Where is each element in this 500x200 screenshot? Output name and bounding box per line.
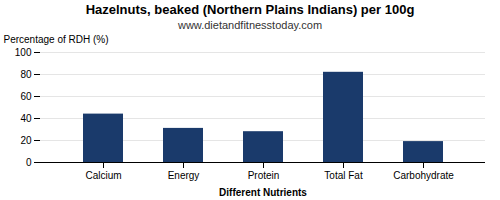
- svg-text:0: 0: [26, 157, 32, 168]
- svg-text:Protein: Protein: [248, 170, 280, 181]
- svg-text:Percentage of RDH (%): Percentage of RDH (%): [4, 34, 109, 45]
- svg-text:60: 60: [20, 91, 32, 102]
- svg-text:100: 100: [15, 47, 32, 58]
- html-text:Hazelnuts, beaked (Northern Pl: Hazelnuts, beaked (Northern Plains India…: [85, 2, 415, 17]
- svg-text:Energy: Energy: [168, 170, 200, 181]
- svg-text:80: 80: [20, 69, 32, 80]
- svg-text:Different Nutrients: Different Nutrients: [219, 187, 307, 198]
- svg-text:Total Fat: Total Fat: [324, 170, 363, 181]
- svg-text:Carbohydrate: Carbohydrate: [393, 170, 454, 181]
- svg-text:Calcium: Calcium: [85, 170, 121, 181]
- svg-text:20: 20: [20, 135, 32, 146]
- svg-text:40: 40: [20, 113, 32, 124]
- html-text:www.dietandfitnesstoday.com: www.dietandfitnesstoday.com: [178, 19, 322, 31]
